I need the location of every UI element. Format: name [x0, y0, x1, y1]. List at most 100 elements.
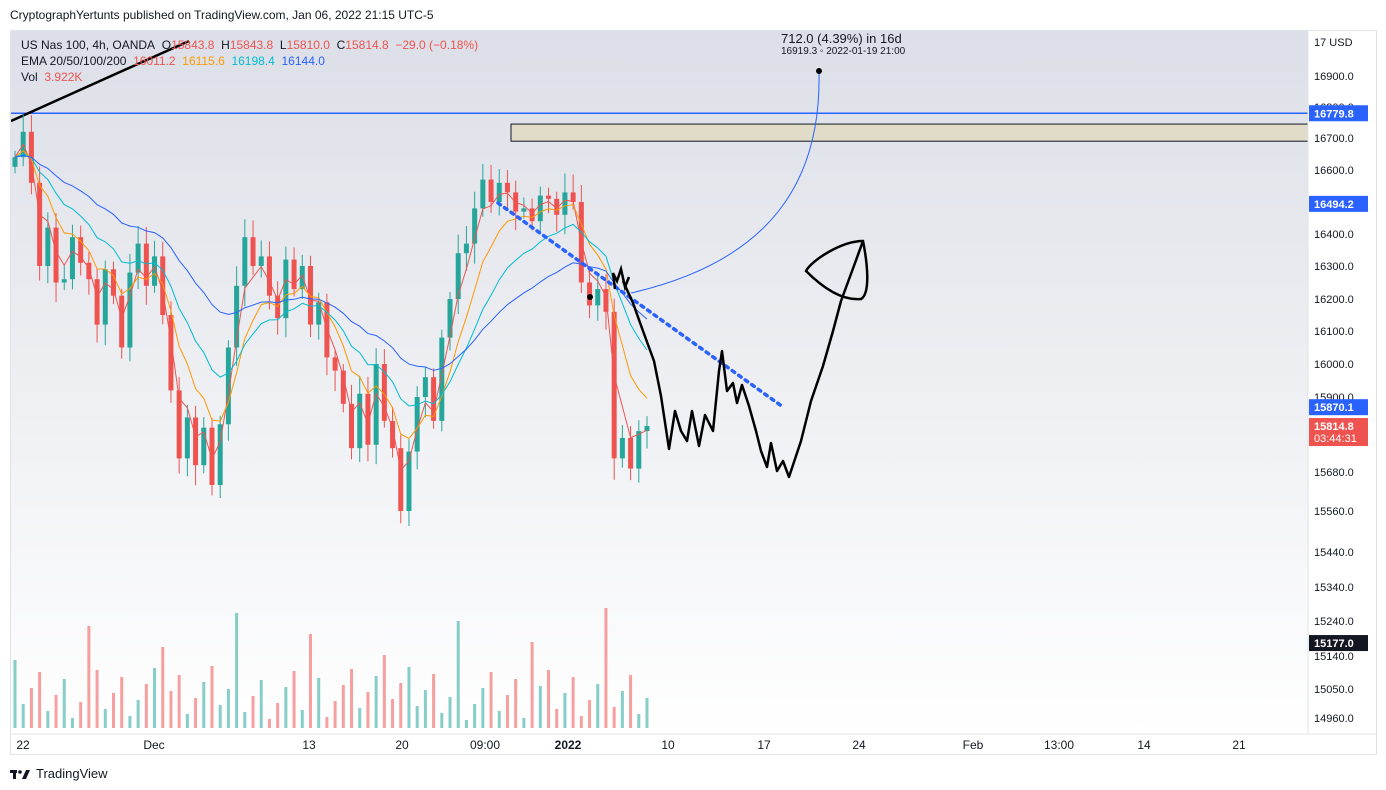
time-tick-label: 20: [395, 738, 409, 752]
candle-body: [644, 426, 650, 432]
volume-bar: [87, 626, 91, 728]
volume-bar: [259, 680, 263, 728]
time-tick-label: 21: [1232, 738, 1246, 752]
candle-body: [628, 437, 634, 469]
candle-body: [78, 237, 84, 263]
candle-body: [258, 256, 264, 266]
ema20-value: 16011.2: [133, 54, 176, 68]
volume-bar: [226, 689, 230, 728]
volume-bar: [374, 676, 378, 728]
price-label-box: [1309, 399, 1368, 416]
volume-bar: [46, 711, 50, 728]
volume-bar: [317, 678, 321, 728]
time-tick-label: 09:00: [470, 738, 500, 752]
volume-bar: [448, 697, 452, 728]
ema100-line: [14, 153, 648, 407]
price-tick-label: 16700.0: [1314, 133, 1354, 145]
volume-bar: [415, 706, 419, 728]
candle-body: [217, 424, 223, 485]
volume-bar: [432, 674, 436, 728]
volume-bar: [579, 716, 583, 728]
candle-body: [587, 282, 593, 306]
volume-bar: [185, 714, 189, 728]
legend-ema-row: EMA 20/50/100/200 16011.2 16115.6 16198.…: [21, 53, 478, 69]
volume-bar: [423, 690, 427, 728]
candle-body: [472, 208, 478, 244]
volume-bar: [333, 701, 337, 728]
volume-bar: [54, 695, 58, 728]
candle-body: [53, 227, 59, 283]
open-label: O: [161, 38, 172, 52]
time-tick-label: 13: [302, 738, 316, 752]
candle-body: [201, 427, 207, 466]
volume-bar: [325, 717, 329, 728]
candle-body: [340, 370, 346, 404]
volume-bar: [161, 647, 165, 728]
legend-volume-row: Vol 3.922K: [21, 69, 478, 85]
candle-body: [176, 390, 182, 459]
candle-body: [250, 237, 256, 266]
footer: TradingView: [10, 764, 108, 784]
measure-annotation: 712.0 (4.39%) in 16d 16919.3 ◦ 2022-01-1…: [781, 31, 981, 57]
candle-body: [184, 417, 190, 459]
candle-body: [537, 195, 543, 222]
candle-body: [119, 295, 125, 348]
volume-bar: [350, 669, 354, 728]
candle-body: [316, 302, 322, 325]
projection-target-point: [816, 68, 822, 74]
price-label-box: [1309, 195, 1368, 212]
price-tick-label: 15680.0: [1314, 467, 1354, 479]
ema100-value: 16198.4: [231, 54, 275, 68]
volume-bar: [144, 684, 148, 728]
price-tick-label: 16000.0: [1314, 359, 1354, 371]
volume-bar: [612, 707, 616, 728]
chart-area[interactable]: 16900.016800.016700.016600.016400.016300…: [10, 30, 1377, 755]
candle-body: [86, 262, 92, 280]
price-tick-label: 16600.0: [1314, 165, 1354, 177]
candle-body: [94, 279, 100, 325]
volume-bar: [497, 711, 501, 728]
price-tick-label: 16400.0: [1314, 229, 1354, 241]
volume-bar: [464, 720, 468, 728]
price-tick-label: 15560.0: [1314, 506, 1354, 518]
ema-label: EMA 20/50/100/200: [21, 54, 127, 68]
trend-line: [11, 39, 190, 123]
time-tick-label: 22: [16, 738, 30, 752]
volume-bar: [308, 634, 312, 728]
price-label: 15814.8: [1314, 421, 1354, 433]
volume-bar: [366, 692, 370, 728]
candle-body: [45, 227, 51, 266]
ema50-value: 16115.6: [182, 54, 225, 68]
volume-bar: [407, 667, 411, 728]
candle-body: [12, 157, 18, 167]
candle-body: [554, 198, 560, 215]
publish-header-text: CryptographYertunts published on Trading…: [10, 8, 434, 22]
ema200-line: [14, 154, 648, 371]
ema200-value: 16144.0: [281, 54, 325, 68]
candle-body: [127, 272, 133, 348]
volume-bar: [505, 695, 509, 728]
time-tick-label: 10: [661, 738, 675, 752]
candle-body: [349, 403, 355, 449]
volume-bar: [13, 660, 17, 728]
volume-bar: [300, 710, 304, 728]
candle-body: [225, 347, 231, 425]
open-value: 15843.8: [171, 38, 215, 52]
volume-bar: [251, 696, 255, 728]
volume-bar: [292, 671, 296, 728]
hand-drawn-pennant: [804, 239, 869, 301]
volume-bar: [563, 693, 567, 728]
candle-body: [209, 427, 215, 485]
volume-bar: [79, 702, 83, 728]
candle-body: [102, 269, 108, 325]
legend: US Nas 100, 4h, OANDA O15843.8 H15843.8 …: [21, 37, 478, 85]
candle-body: [488, 179, 494, 202]
candle-body: [496, 182, 502, 202]
change-value: −29.0 (−0.18%): [395, 38, 479, 52]
candle-body: [37, 182, 43, 266]
candle-body: [611, 311, 617, 459]
candle-body: [69, 237, 75, 280]
chart-canvas[interactable]: 16900.016800.016700.016600.016400.016300…: [11, 31, 1377, 755]
candle-body: [422, 377, 428, 397]
candle-body: [381, 364, 387, 421]
